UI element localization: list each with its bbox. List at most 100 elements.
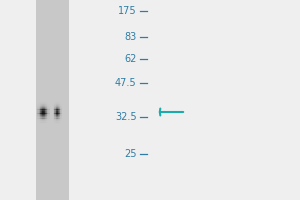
Bar: [42, 102, 43, 103]
Bar: [45, 113, 46, 114]
Bar: [42, 123, 43, 124]
Bar: [44, 103, 45, 104]
Bar: [47, 117, 48, 118]
Bar: [44, 102, 45, 103]
Bar: [37, 112, 38, 113]
Bar: [44, 101, 45, 102]
Bar: [39, 122, 40, 123]
Bar: [49, 118, 50, 119]
Bar: [45, 113, 46, 114]
Bar: [60, 104, 61, 105]
Bar: [43, 121, 44, 122]
Bar: [56, 122, 57, 123]
Bar: [36, 123, 37, 124]
Bar: [43, 115, 44, 116]
Bar: [48, 109, 49, 110]
Bar: [58, 101, 59, 102]
Bar: [48, 111, 49, 112]
Bar: [44, 106, 45, 107]
Bar: [44, 102, 45, 103]
Bar: [61, 118, 62, 119]
Bar: [42, 101, 43, 102]
Bar: [56, 112, 57, 113]
Bar: [61, 122, 62, 123]
Bar: [36, 107, 37, 108]
Bar: [43, 101, 44, 102]
Bar: [57, 108, 58, 109]
Bar: [45, 122, 46, 123]
Bar: [46, 103, 47, 104]
Bar: [36, 109, 37, 110]
Bar: [38, 114, 39, 115]
Bar: [39, 105, 40, 106]
Bar: [37, 120, 38, 121]
Bar: [38, 103, 39, 104]
Bar: [42, 106, 43, 107]
Bar: [58, 108, 59, 109]
Bar: [53, 113, 54, 114]
Bar: [60, 114, 61, 115]
Bar: [48, 105, 49, 106]
Bar: [47, 114, 48, 115]
Bar: [49, 116, 50, 117]
Bar: [55, 114, 56, 115]
Bar: [53, 120, 54, 121]
Bar: [36, 121, 37, 122]
Bar: [55, 118, 56, 119]
Bar: [42, 118, 43, 119]
Bar: [36, 106, 37, 107]
Bar: [58, 117, 59, 118]
Bar: [53, 103, 54, 104]
Bar: [47, 123, 48, 124]
Bar: [43, 112, 44, 113]
Bar: [55, 101, 56, 102]
Bar: [61, 120, 62, 121]
Bar: [44, 117, 45, 118]
Bar: [49, 113, 50, 114]
Bar: [46, 107, 47, 108]
Bar: [49, 105, 50, 106]
Bar: [54, 116, 55, 117]
Bar: [47, 108, 48, 109]
Bar: [55, 119, 56, 120]
Bar: [54, 101, 55, 102]
Bar: [41, 121, 42, 122]
Bar: [37, 113, 38, 114]
Bar: [45, 117, 46, 118]
Bar: [43, 110, 44, 111]
Bar: [61, 111, 62, 112]
Bar: [42, 122, 43, 123]
Bar: [42, 111, 43, 112]
Bar: [56, 107, 57, 108]
Bar: [54, 118, 55, 119]
Bar: [61, 109, 62, 110]
Bar: [45, 105, 46, 106]
Bar: [44, 117, 45, 118]
Bar: [39, 109, 40, 110]
Bar: [45, 123, 46, 124]
Bar: [36, 102, 37, 103]
Bar: [38, 117, 39, 118]
Bar: [54, 117, 55, 118]
Bar: [52, 123, 53, 124]
Bar: [48, 119, 49, 120]
Bar: [53, 122, 54, 123]
Bar: [54, 123, 55, 124]
Bar: [48, 113, 49, 114]
Bar: [41, 123, 42, 124]
Text: 47.5: 47.5: [115, 78, 136, 88]
Bar: [61, 101, 62, 102]
Bar: [37, 121, 38, 122]
Bar: [39, 107, 40, 108]
Bar: [54, 122, 55, 123]
Bar: [41, 105, 42, 106]
Bar: [44, 119, 45, 120]
Bar: [54, 112, 55, 113]
Bar: [42, 116, 43, 117]
Bar: [46, 106, 47, 107]
Bar: [39, 113, 40, 114]
Bar: [61, 105, 62, 106]
Bar: [39, 123, 40, 124]
Bar: [45, 121, 46, 122]
Bar: [44, 110, 45, 111]
